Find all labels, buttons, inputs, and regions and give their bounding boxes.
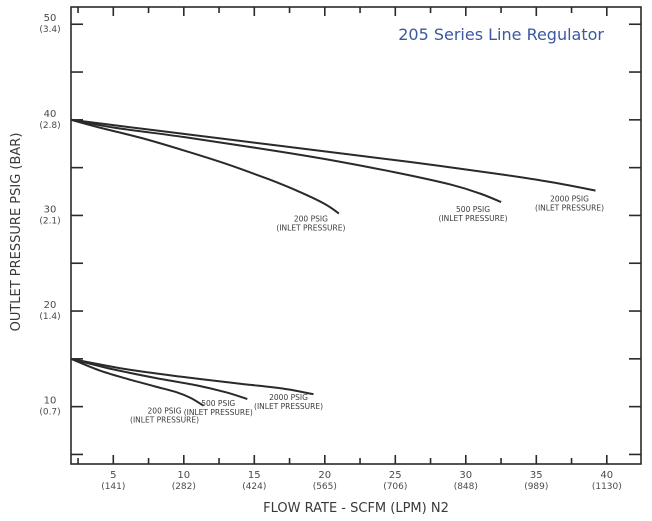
series-line xyxy=(70,118,502,204)
x-tick-sublabel: (424) xyxy=(242,482,266,492)
series-label: 2000 PSIG xyxy=(550,195,589,204)
y-tick-sublabel: (3.4) xyxy=(39,25,60,35)
y-axis-label: OUTLET PRESSURE PSIG (BAR) xyxy=(9,133,24,332)
y-tick-label: 10 xyxy=(44,396,57,407)
x-tick-label: 25 xyxy=(389,470,402,481)
x-tick-label: 30 xyxy=(459,470,472,481)
x-tick-sublabel: (282) xyxy=(172,482,196,492)
y-tick-sublabel: (2.8) xyxy=(39,121,60,131)
x-ticks: 5(141) 10(282) 15(424) 20(565) 25(706) 30(848… xyxy=(77,7,622,492)
series-line xyxy=(70,357,314,396)
series-label: 200 PSIG xyxy=(294,215,328,224)
series-line xyxy=(70,357,248,400)
series-line xyxy=(70,357,205,407)
y-tick-sublabel: (0.7) xyxy=(39,408,60,418)
x-tick-sublabel: (848) xyxy=(454,482,478,492)
series-note: (INLET PRESSURE) xyxy=(439,214,508,223)
chart-title: 205 Series Line Regulator xyxy=(398,25,604,44)
series-note: (INLET PRESSURE) xyxy=(184,408,253,417)
series-label: 500 PSIG xyxy=(456,205,490,214)
x-tick-sublabel: (141) xyxy=(101,482,125,492)
series-note: (INLET PRESSURE) xyxy=(254,402,323,411)
x-tick-sublabel: (706) xyxy=(383,482,407,492)
y-tick-sublabel: (2.1) xyxy=(39,216,60,226)
series-label: 500 PSIG xyxy=(201,399,235,408)
y-tick-label: 40 xyxy=(44,109,57,120)
series-label: 200 PSIG xyxy=(148,407,182,416)
plot-frame xyxy=(70,6,642,465)
series-label: 2000 PSIG xyxy=(269,393,308,402)
x-tick-label: 5 xyxy=(110,470,116,481)
x-tick-sublabel: (1130) xyxy=(592,482,622,492)
y-ticks: 10(0.7) 20(1.4) 30(2.1) 40(2.8) 50(3.4) xyxy=(39,13,641,456)
x-tick-label: 20 xyxy=(318,470,331,481)
x-tick-label: 40 xyxy=(600,470,613,481)
series-line xyxy=(70,118,596,192)
axes xyxy=(70,6,642,465)
x-axis-label: FLOW RATE - SCFM (LPM) N2 xyxy=(263,501,449,516)
y-tick-label: 30 xyxy=(44,204,57,215)
y-tick-label: 20 xyxy=(44,300,57,311)
x-tick-label: 15 xyxy=(248,470,261,481)
y-tick-label: 50 xyxy=(44,13,57,24)
curves xyxy=(70,118,596,407)
series-note: (INLET PRESSURE) xyxy=(535,204,604,213)
x-tick-label: 35 xyxy=(530,470,543,481)
x-tick-sublabel: (565) xyxy=(313,482,337,492)
curve-labels: 200 PSIG(INLET PRESSURE)500 PSIG(INLET P… xyxy=(130,195,604,425)
series-note: (INLET PRESSURE) xyxy=(276,224,345,233)
series-note: (INLET PRESSURE) xyxy=(130,416,199,425)
x-tick-label: 10 xyxy=(177,470,190,481)
x-tick-sublabel: (989) xyxy=(524,482,548,492)
y-tick-sublabel: (1.4) xyxy=(39,312,60,322)
series-line xyxy=(70,118,340,215)
